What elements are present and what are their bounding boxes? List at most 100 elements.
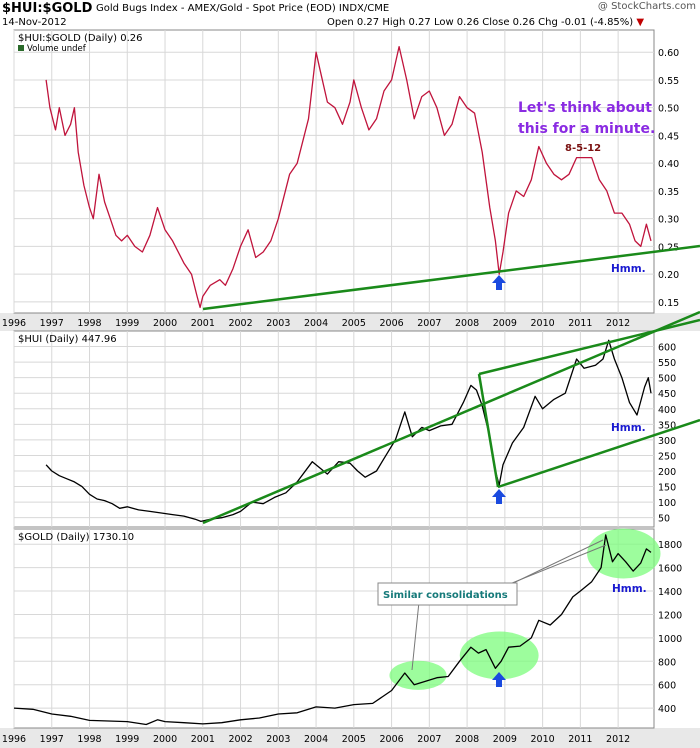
x-tick-label: 2008 [455,318,479,329]
panel-2-y-tick-label: 600 [658,343,676,354]
panel-2-y-tick-label: 500 [658,374,676,385]
up-arrow-shape [492,489,506,504]
similar-callout-text: Similar consolidations [383,590,508,601]
x-tick-label: 1998 [77,318,101,329]
x-tick-label: 1999 [115,734,139,745]
panel-1-series-line [45,45,652,309]
x-tick-label: 1997 [40,318,64,329]
x-tick-label: 2012 [606,318,630,329]
panel-1-title: $HUI:$GOLD (Daily) 0.26 [18,33,143,44]
panel-1-y-tick-label: 0.50 [658,104,679,115]
annotation-hmm-3: Hmm. [612,583,647,595]
panel-2-y-tick-label: 550 [658,358,676,369]
panel-2-y-tick-label: 200 [658,467,676,478]
x-tick-label: 2002 [228,734,252,745]
volume-legend-label: Volume undef [27,44,87,54]
panel-2-y-tick-label: 400 [658,405,676,416]
up-arrow-icon [492,489,506,504]
panel-3-frame [13,528,655,729]
up-arrow-shape [492,275,506,290]
x-tick-label: 2005 [342,734,366,745]
similar-callout-box [377,582,518,606]
x-tick-label: 2001 [191,318,215,329]
x-tick-label: 2009 [493,734,517,745]
panel-1-y-tick-label: 0.60 [658,48,679,59]
x-tick-label: 2007 [417,734,441,745]
trend-line [478,318,700,376]
x-tick-label: 2004 [304,734,328,745]
panel-3-y-tick-label: 600 [658,681,676,692]
annotation-hmm-2: Hmm. [611,422,646,434]
up-arrow-shape [492,672,506,687]
panel-3-y-tick-label: 1400 [658,587,682,598]
panel-2-frame [13,330,655,528]
panel-3-y-tick-label: 1200 [658,610,682,621]
x-tick-label: 2010 [531,734,555,745]
x-tick-label: 1998 [77,734,101,745]
symbol-description: Gold Bugs Index - AMEX/Gold - Spot Price… [96,3,390,14]
panel-2-y-tick-label: 150 [658,483,676,494]
panel-3-title: $GOLD (Daily) 1730.10 [18,532,134,543]
panel-1-frame [13,29,655,314]
x-tick-label: 2003 [266,318,290,329]
panel-3-y-tick-label: 1600 [658,564,682,575]
x-axis-strip-upper [0,313,700,331]
panel-1-y-tick-label: 0.40 [658,159,679,170]
panel-2-y-tick-label: 300 [658,436,676,447]
volume-legend-swatch [18,45,24,51]
x-tick-label: 1999 [115,318,139,329]
x-tick-label: 2010 [531,318,555,329]
symbol-title: $HUI:$GOLD [2,1,93,16]
x-tick-label: 2003 [266,734,290,745]
x-tick-label: 2001 [191,734,215,745]
panel-1-y-tick-label: 0.45 [658,131,679,142]
x-tick-label: 2002 [228,318,252,329]
x-axis-strip-lower [0,728,700,748]
panel-2-y-tick-label: 100 [658,498,676,509]
x-tick-label: 2006 [379,734,403,745]
panel-2-y-tick-label: 450 [658,389,676,400]
panel-2-series-line [45,339,652,523]
x-tick-label: 2011 [568,318,592,329]
panel-2-y-tick-label: 350 [658,420,676,431]
annotation-date-note: 8-5-12 [565,143,601,154]
up-arrow-icon [492,672,506,687]
panel-2-y-tick-label: 250 [658,451,676,462]
trend-line [202,244,700,311]
panel-2-title: $HUI (Daily) 447.96 [18,334,117,345]
annotation-hmm-1: Hmm. [611,263,646,275]
panel-3-series-line [13,534,652,726]
trend-line [477,373,500,488]
x-tick-label: 2005 [342,318,366,329]
chart-header: $HUI:$GOLD Gold Bugs Index - AMEX/Gold -… [0,0,700,30]
x-tick-label: 1996 [2,734,26,745]
x-tick-label: 2011 [568,734,592,745]
consolidation-highlight [459,631,539,680]
annotation-think-line-1: Let's think about [518,100,652,116]
stockcharts-credit: @ StockCharts.com [597,1,696,12]
x-tick-label: 2000 [153,734,177,745]
x-tick-label: 2004 [304,318,328,329]
panel-1-y-tick-label: 0.20 [658,270,679,281]
x-tick-label: 2000 [153,318,177,329]
x-tick-label: 2007 [417,318,441,329]
trend-line [202,310,700,525]
panel-3-y-tick-label: 1000 [658,634,682,645]
up-arrow-icon [492,275,506,290]
x-tick-label: 2006 [379,318,403,329]
x-tick-label: 1997 [40,734,64,745]
panel-1-y-tick-label: 0.35 [658,187,679,198]
panel-1-y-tick-label: 0.15 [658,298,679,309]
panel-2-y-tick-label: 50 [658,514,670,525]
ohlc-values: Open 0.27 High 0.27 Low 0.26 Close 0.26 … [327,17,634,28]
panel-1-y-tick-label: 0.30 [658,215,679,226]
panel-3-y-tick-label: 800 [658,657,676,668]
consolidation-highlight [389,660,447,690]
x-tick-label: 2008 [455,734,479,745]
trend-line [497,418,700,489]
chart-date: 14-Nov-2012 [2,17,67,28]
down-arrow-icon: ▼ [636,17,645,28]
panel-1-y-tick-label: 0.55 [658,76,679,87]
ohlc-readout: Open 0.27 High 0.27 Low 0.26 Close 0.26 … [327,17,644,28]
